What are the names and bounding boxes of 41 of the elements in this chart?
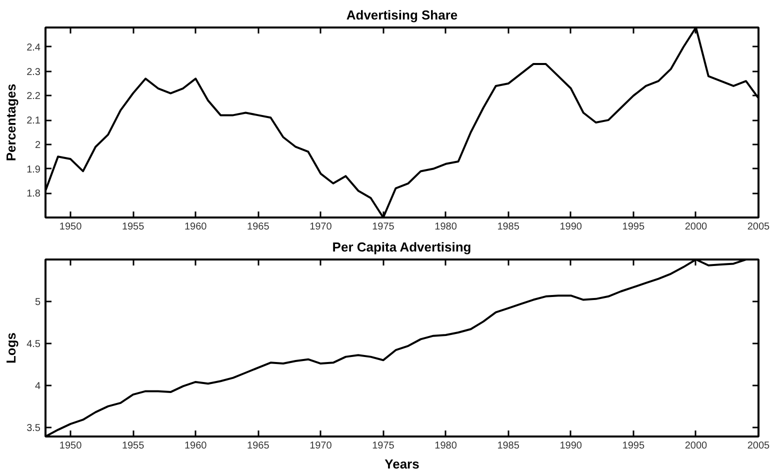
y-tick-label: 4	[34, 380, 41, 392]
x-tick-label: 1980	[434, 222, 458, 232]
x-tick-label: 2005	[747, 440, 770, 452]
chart-title: Per Capita Advertising	[332, 240, 472, 254]
x-tick-label: 2000	[684, 222, 708, 232]
y-tick-label: 2.3	[26, 66, 41, 78]
y-tick-label: 1.9	[26, 164, 41, 176]
x-tick-label: 1990	[560, 440, 582, 452]
x-tick-label: 1985	[497, 440, 520, 452]
x-tick-label: 1990	[560, 222, 582, 232]
x-tick-label: 1955	[122, 222, 145, 232]
x-tick-label: 2000	[684, 440, 708, 452]
x-tick-label: 1995	[622, 440, 645, 452]
x-tick-label: 2005	[747, 222, 770, 232]
x-tick-label: 1980	[434, 440, 458, 452]
x-tick-label: 1960	[184, 440, 208, 452]
x-tick-label: 1975	[372, 222, 395, 232]
y-tick-label: 2.2	[26, 91, 41, 102]
y-tick-label: 2.1	[26, 116, 41, 127]
chart-title: Advertising Share	[346, 8, 458, 22]
x-axis-title: Years	[384, 456, 420, 472]
x-tick-label: 1960	[184, 222, 208, 232]
y-axis-title: Percentages	[4, 84, 19, 162]
x-tick-label: 1950	[59, 440, 82, 452]
x-tick-label: 1950	[59, 222, 82, 232]
x-tick-label: 1955	[122, 440, 145, 452]
y-axis-title: Logs	[4, 332, 19, 364]
y-tick-label: 2	[34, 140, 41, 151]
line-series	[46, 28, 758, 218]
x-tick-label: 1995	[622, 222, 645, 232]
x-tick-label: 1965	[247, 222, 270, 232]
x-tick-label: 1975	[372, 440, 395, 452]
y-tick-label: 4.5	[26, 338, 41, 350]
y-tick-label: 2.4	[26, 42, 41, 54]
y-tick-label: 3.5	[26, 422, 41, 434]
y-tick-label: 1.8	[26, 188, 41, 200]
x-tick-label: 1985	[497, 222, 520, 232]
x-tick-label: 1970	[310, 440, 332, 452]
y-tick-label: 5	[34, 296, 41, 308]
x-tick-label: 1970	[310, 222, 332, 232]
x-tick-label: 1965	[247, 440, 270, 452]
